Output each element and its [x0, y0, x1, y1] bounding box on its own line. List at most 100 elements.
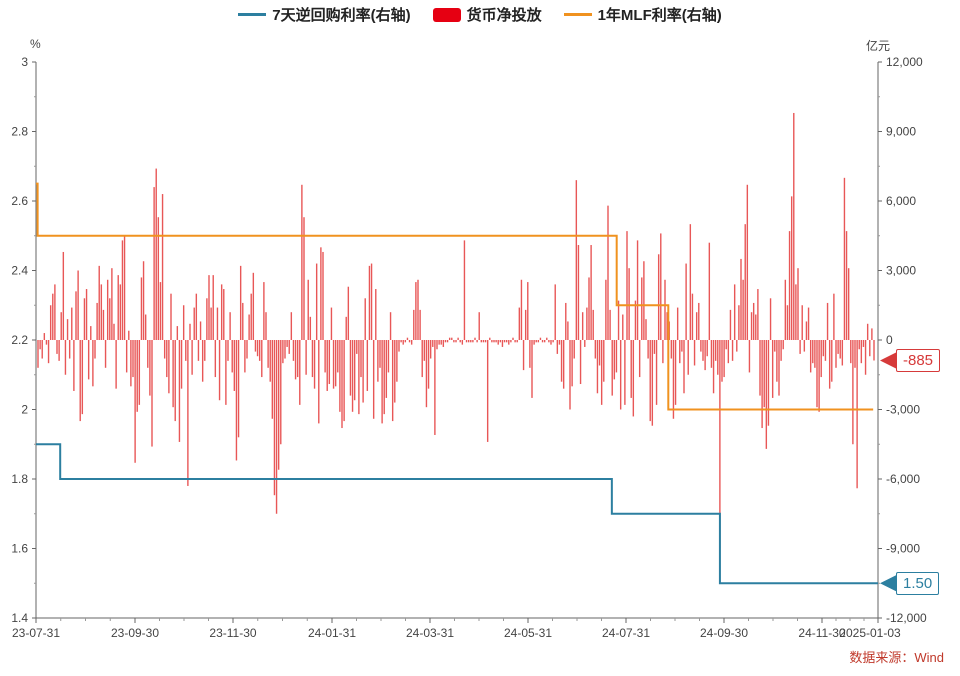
- net-injection-bar: [368, 265, 371, 340]
- net-injection-bar: [594, 340, 597, 359]
- net-injection-bar: [58, 340, 60, 361]
- net-injection-bar: [721, 340, 723, 382]
- net-injection-bar: [740, 258, 742, 340]
- net-injection-bar: [765, 340, 768, 449]
- net-injection-bar: [603, 340, 605, 382]
- net-injection-bar: [113, 323, 115, 340]
- net-injection-bar: [318, 340, 320, 424]
- net-injection-bar: [691, 293, 694, 340]
- net-injection-bar: [172, 340, 174, 408]
- net-injection-bar: [223, 289, 225, 340]
- net-injection-bar: [598, 340, 601, 366]
- net-injection-bar: [761, 340, 763, 429]
- legend-item-net[interactable]: 货币净投放: [432, 4, 542, 25]
- net-injection-bar: [75, 291, 77, 340]
- net-injection-bar: [256, 340, 259, 357]
- net-injection-bar: [600, 340, 603, 405]
- net-injection-bar: [636, 240, 639, 340]
- net-injection-bar: [377, 340, 379, 382]
- net-injection-bar: [615, 340, 618, 373]
- left-axis-tick-label: 2.8: [11, 125, 28, 139]
- net-injection-bar: [681, 340, 683, 352]
- net-injection-bar: [864, 340, 867, 375]
- net-injection-bar: [824, 340, 827, 361]
- net-injection-bar: [638, 340, 641, 378]
- net-injection-bar: [643, 261, 645, 340]
- net-injection-bar: [142, 261, 145, 340]
- net-injection-bar: [79, 340, 81, 422]
- net-injection-bar: [364, 298, 366, 340]
- legend-item-repo[interactable]: 7天逆回购利率(右轴): [238, 4, 411, 25]
- net-injection-bar: [265, 312, 267, 340]
- net-injection-bar: [178, 340, 181, 442]
- net-injection-bar: [415, 282, 417, 340]
- net-injection-bar: [185, 340, 187, 361]
- net-injection-bar: [282, 340, 284, 364]
- net-injection-bar: [634, 300, 637, 340]
- net-injection-bar: [664, 279, 666, 340]
- right-axis-tick-label: 0: [886, 333, 893, 347]
- net-injection-bar: [104, 340, 107, 368]
- left-axis-tick-label: 2.4: [11, 264, 28, 278]
- net-injection-bar: [470, 340, 472, 343]
- net-injection-bar: [548, 340, 550, 343]
- net-injection-bar: [201, 340, 204, 382]
- repo-rate-line: [36, 443, 878, 585]
- net-injection-bar: [128, 330, 130, 340]
- net-injection-bar: [337, 340, 339, 373]
- net-injection-bar: [467, 340, 470, 343]
- net-injection-bar: [556, 340, 559, 354]
- net-injection-bar: [64, 340, 67, 375]
- net-injection-bar: [208, 275, 210, 340]
- net-injection-bar: [512, 337, 514, 340]
- net-injection-bar: [474, 337, 476, 340]
- net-injection-bar: [187, 340, 189, 486]
- net-injection-bar: [370, 263, 373, 340]
- net-injection-bar: [322, 251, 324, 340]
- net-injection-bar: [854, 340, 856, 368]
- net-injection-bar: [448, 337, 451, 340]
- net-injection-bar: [674, 340, 677, 405]
- net-injection-bar: [47, 340, 50, 364]
- net-injection-bar: [617, 300, 620, 340]
- net-injection-bar: [729, 309, 732, 340]
- net-injection-bar: [552, 340, 554, 343]
- net-injection-bar: [444, 340, 447, 343]
- net-injection-bar: [486, 340, 489, 442]
- net-injection-bar: [845, 231, 848, 340]
- net-injection-bar: [309, 316, 312, 340]
- net-injection-bar: [522, 340, 525, 371]
- net-injection-bar: [189, 323, 191, 340]
- net-injection-bar: [590, 245, 592, 340]
- right-axis-tick-label: -6,000: [886, 472, 920, 486]
- net-injection-bar: [170, 293, 172, 340]
- net-injection-bar: [429, 340, 432, 359]
- net-injection-bar: [484, 340, 487, 343]
- legend-item-mlf[interactable]: 1年MLF利率(右轴): [563, 4, 722, 25]
- net-injection-bar: [782, 340, 784, 350]
- net-injection-bar: [524, 309, 527, 340]
- net-injection-bar: [191, 340, 193, 375]
- net-injection-bar: [719, 340, 721, 549]
- net-injection-bar: [394, 340, 396, 403]
- net-injection-bar: [421, 340, 423, 378]
- net-injection-bar: [277, 340, 280, 470]
- net-injection-bar: [799, 340, 801, 354]
- net-injection-bar: [235, 340, 238, 461]
- net-injection-bar: [491, 340, 493, 343]
- net-injection-bar: [573, 340, 575, 359]
- net-injection-bar: [324, 340, 326, 373]
- net-injection-bar: [676, 307, 679, 340]
- net-injection-bar: [516, 340, 518, 343]
- net-injection-bar: [180, 340, 183, 389]
- net-injection-bar: [341, 340, 343, 429]
- net-injection-bar: [805, 321, 808, 340]
- net-injection-bar: [622, 314, 624, 340]
- net-injection-bar: [679, 340, 681, 364]
- net-injection-bar: [822, 340, 825, 357]
- net-injection-bar: [166, 340, 168, 378]
- net-injection-bar: [788, 231, 791, 340]
- net-injection-bar: [577, 245, 580, 340]
- net-injection-bar: [56, 340, 58, 354]
- net-injection-bar: [537, 340, 540, 343]
